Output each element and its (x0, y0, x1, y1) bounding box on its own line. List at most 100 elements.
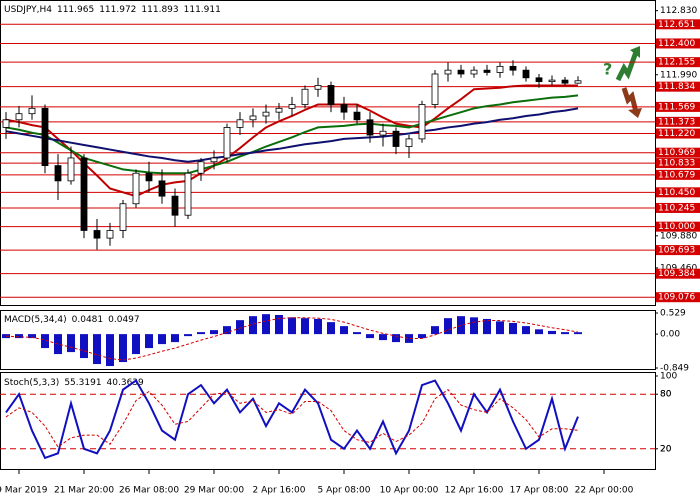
histogram-bar (223, 326, 231, 335)
candle-body (223, 127, 231, 159)
histogram-bar (353, 332, 361, 335)
histogram-bar (301, 318, 309, 335)
candle-body (41, 107, 49, 166)
level-label-box (656, 169, 700, 180)
x-tick-label: 2 Apr 16:00 (253, 486, 306, 496)
y-tick-label: 100 (660, 372, 677, 382)
histogram-bar (67, 334, 75, 353)
readout-value: 111.893 (141, 5, 178, 15)
level-label-box (656, 101, 700, 112)
candle-body (145, 172, 153, 182)
x-tick-label: 26 Mar 08:00 (119, 486, 179, 496)
candle-body (366, 119, 374, 136)
x-tick-label: 22 Apr 00:00 (575, 486, 634, 496)
x-tick-label: 17 Apr 08:00 (510, 486, 569, 496)
candle-body (561, 79, 569, 84)
level-label: 111.834 (658, 82, 695, 92)
candle-body (535, 77, 543, 83)
candle-body (158, 180, 166, 197)
question-mark: ? (603, 60, 612, 79)
readout-value: 40.3639 (107, 378, 144, 388)
candle-body (392, 130, 400, 147)
histogram-bar (444, 318, 452, 335)
candle-body (93, 230, 101, 239)
level-label: 112.155 (658, 58, 695, 68)
histogram-bar (2, 334, 10, 339)
level-label-box (656, 81, 700, 92)
histogram-bar (106, 334, 114, 367)
panel-header: MACD(5,34,4) 0.0481 0.0497 (4, 315, 140, 325)
histogram-bar (132, 334, 140, 355)
histogram-bar (561, 332, 569, 335)
readout-value: 111.965 (57, 5, 94, 15)
level-label: 110.833 (658, 159, 695, 169)
histogram-bar (379, 334, 387, 341)
level-label: 20 (660, 444, 672, 454)
y-tick-label: 80 (660, 390, 672, 400)
candle-body (496, 65, 504, 73)
candle-body (405, 138, 413, 147)
readout-value: 111.911 (184, 5, 221, 15)
readout-value: 0.0481 (72, 315, 104, 325)
candle-body (119, 203, 127, 231)
candle-body (288, 104, 296, 109)
indicator-line (5, 107, 579, 163)
y-tick-label: 111.990 (660, 70, 697, 80)
level-label: 110.245 (658, 203, 695, 213)
histogram-bar (496, 321, 504, 335)
level-label-box (656, 292, 700, 303)
candle-body (509, 65, 517, 71)
macd-panel (0, 310, 656, 370)
histogram-bar (314, 318, 322, 335)
level-label-box (656, 116, 700, 127)
x-tick-label: 10 Apr 00:00 (380, 486, 439, 496)
candle-body (301, 88, 309, 105)
candle-body (444, 69, 452, 75)
candle-body (28, 107, 36, 115)
histogram-bar (483, 318, 491, 335)
panel-header: Stoch(5,3,3) 55.3191 40.3639 (4, 378, 144, 388)
histogram-bar (522, 326, 530, 335)
histogram-bar (28, 334, 36, 339)
level-label-box (656, 128, 700, 139)
candle-body (80, 157, 88, 231)
up-arrow (615, 51, 639, 82)
level-label-box (656, 19, 700, 30)
level-label: 112.400 (658, 39, 695, 49)
level-label: 109.076 (658, 293, 695, 303)
candle-body (418, 104, 426, 140)
candle-body (197, 161, 205, 174)
histogram-bar (340, 326, 348, 335)
candle-body (15, 113, 23, 121)
histogram-bar (197, 332, 205, 335)
candle-body (314, 85, 322, 90)
level-label: 110.969 (658, 148, 695, 158)
histogram-bar (236, 320, 244, 335)
level-label: 80 (660, 390, 672, 400)
indicator-line (5, 379, 579, 460)
candle-body (379, 130, 387, 136)
candle-body (470, 69, 478, 75)
x-tick-label: 21 Mar 20:00 (54, 486, 114, 496)
indicator-title: Stoch(5,3,3) (4, 378, 59, 388)
readout-value: 0.0497 (108, 315, 140, 325)
candle-body (457, 69, 465, 75)
histogram-bar (418, 334, 426, 339)
y-tick-label: 109.460 (660, 263, 697, 273)
histogram-bar (405, 334, 413, 343)
panel-header: USDJPY,H4 111.965 111.972 111.893 111.911 (4, 5, 221, 15)
x-tick-label: 5 Apr 08:00 (318, 486, 371, 496)
level-label: 111.569 (658, 102, 695, 112)
histogram-bar (171, 334, 179, 343)
indicator-title: USDJPY,H4 (4, 5, 52, 15)
histogram-bar (535, 329, 543, 335)
level-label-box (656, 57, 700, 68)
histogram-bar (93, 334, 101, 365)
candle-body (249, 115, 257, 121)
readout-value: 55.3191 (64, 378, 101, 388)
y-tick-label: 109.880 (660, 231, 697, 241)
stoch-panel (0, 372, 656, 470)
y-tick-label: 0.00 (660, 330, 680, 340)
forecast-arrows: ? (603, 46, 642, 118)
